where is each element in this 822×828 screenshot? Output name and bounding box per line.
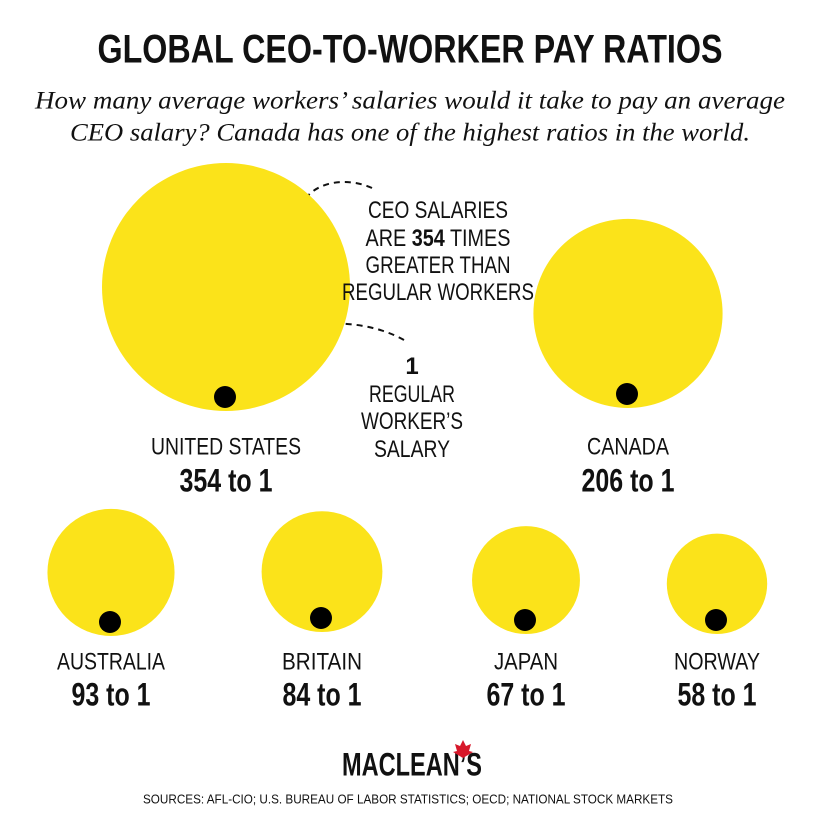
annotation: REGULAR WORKERS	[342, 279, 534, 306]
category-label: JAPAN	[494, 648, 558, 675]
bubble	[261, 511, 383, 632]
arrow	[305, 181, 373, 199]
category-label: UNITED STATES	[151, 433, 301, 460]
category-label: AUSTRALIA	[57, 648, 165, 675]
annotation-text: 1	[405, 353, 418, 380]
annotation-text: TIMES	[445, 225, 511, 252]
value-label: 58 to 1	[677, 676, 756, 712]
annotation-text: WORKER’S	[361, 408, 463, 435]
worker-dot	[616, 383, 638, 405]
annotation: ARE 354 TIMES	[366, 225, 511, 252]
value-label: 67 to 1	[486, 676, 565, 712]
annotation: WORKER’S	[361, 408, 463, 435]
maple-leaf	[453, 740, 473, 758]
worker-dot	[705, 609, 727, 631]
bubble	[102, 163, 350, 411]
annotation: GREATER THAN	[366, 252, 511, 279]
bubble	[472, 526, 580, 634]
worker-dot	[99, 611, 121, 633]
source: SOURCES: AFL-CIO; U.S. BUREAU OF LABOR S…	[143, 791, 673, 806]
category-label: NORWAY	[674, 648, 760, 675]
worker-dot	[310, 607, 332, 629]
annotation-text: ARE	[366, 225, 412, 252]
annotation-text: 354	[412, 225, 446, 252]
worker-dot	[514, 609, 536, 631]
annotation-text: REGULAR WORKERS	[342, 279, 534, 306]
value-label: 93 to 1	[71, 676, 150, 712]
chart-title: GLOBAL CEO-TO-WORKER PAY RATIOS	[98, 28, 723, 72]
bubble	[666, 533, 768, 634]
bubble	[533, 218, 723, 408]
subtitle: CEO salary? Canada has one of the highes…	[70, 120, 750, 147]
subtitle: How many average workers’ salaries would…	[34, 88, 785, 115]
annotation-text: SALARY	[374, 436, 450, 463]
annotation-text: REGULAR	[369, 381, 455, 408]
annotation: 1	[405, 353, 418, 380]
annotation-text: CEO SALARIES	[368, 197, 508, 224]
category-label: CANADA	[587, 433, 669, 460]
worker-dot	[214, 386, 236, 408]
value-label: 354 to 1	[180, 462, 273, 498]
annotation-text: GREATER THAN	[366, 252, 511, 279]
annotation: CEO SALARIES	[368, 197, 508, 224]
value-label: 206 to 1	[582, 462, 675, 498]
value-label: 84 to 1	[282, 676, 361, 712]
arrow	[231, 322, 405, 381]
annotation: SALARY	[374, 436, 450, 463]
annotation: REGULAR	[369, 381, 455, 408]
bubble	[47, 508, 175, 636]
category-label: BRITAIN	[282, 648, 362, 675]
